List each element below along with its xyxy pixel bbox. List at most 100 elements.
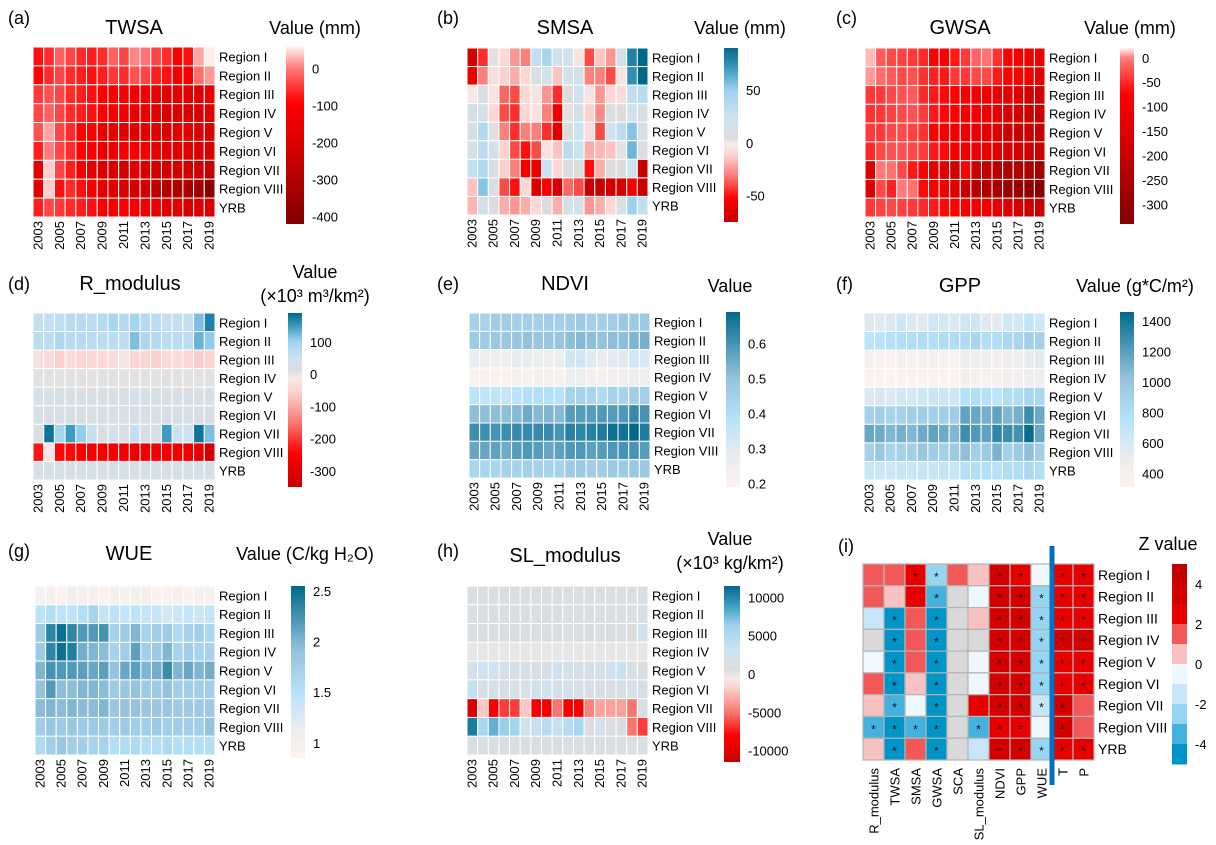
heatmap-cell — [498, 195, 511, 216]
heatmap-cell — [636, 158, 649, 179]
row-label: Region II — [219, 334, 271, 349]
heatmap-cell — [551, 195, 564, 216]
heatmap-cell — [572, 698, 585, 718]
x-tick-label: 2017 — [615, 482, 630, 511]
heatmap-cell — [541, 735, 553, 756]
heatmap-cell — [182, 679, 195, 700]
row-label: Region VIII — [219, 720, 283, 735]
heatmap-cell — [1033, 197, 1046, 218]
heatmap-cell — [530, 735, 543, 756]
x-tick-label: 2015 — [159, 759, 174, 788]
heatmap-cell — [959, 423, 971, 444]
heatmap-cell — [564, 349, 576, 369]
heatmap-cell — [594, 641, 606, 662]
heatmap-cell — [182, 103, 195, 124]
x-tick-label: 2003 — [464, 219, 479, 248]
heatmap-cell — [948, 460, 961, 481]
heatmap-cell — [572, 604, 585, 625]
heatmap-cell — [604, 140, 617, 160]
heatmap-cell — [532, 385, 545, 406]
heatmap-cell — [583, 121, 596, 142]
heatmap-cell — [66, 623, 78, 643]
heatmap-cell — [64, 140, 77, 161]
heatmap-cell — [119, 585, 131, 606]
heatmap-cell — [980, 442, 993, 462]
heatmap-cell — [562, 679, 574, 700]
heatmap-cell — [87, 604, 100, 625]
heatmap-cell — [182, 660, 195, 681]
row-label: Region IV — [1049, 107, 1106, 122]
heatmap-cell — [928, 178, 940, 199]
heatmap-cell — [98, 679, 110, 700]
row-label: YRB — [654, 462, 681, 477]
heatmap-cell — [574, 459, 587, 479]
heatmap-cell — [128, 405, 141, 425]
heatmap-cell — [75, 460, 88, 481]
x-tick-label: 2007 — [507, 219, 522, 248]
heatmap-cell — [562, 177, 574, 197]
heatmap-cell — [43, 349, 55, 370]
x-tick-label: 2015 — [159, 484, 174, 513]
colorbar-tick-label: 50 — [746, 83, 760, 98]
heatmap-cell — [585, 312, 598, 332]
significance-marker: * — [913, 570, 918, 584]
row-label: Region II — [1098, 589, 1154, 605]
colorbar — [724, 48, 738, 222]
colorbar-tick-label: -400 — [312, 210, 338, 225]
heatmap-cell — [43, 368, 55, 388]
heatmap-cell — [139, 386, 152, 407]
heatmap-cell — [906, 103, 919, 124]
heatmap-cell — [564, 367, 576, 387]
row-label: Region VII — [1098, 698, 1163, 714]
heatmap-cell — [203, 122, 216, 142]
heatmap-cell — [530, 604, 543, 625]
significance-marker: * — [1018, 570, 1023, 584]
heatmap-cell — [108, 716, 121, 737]
heatmap-cell — [1012, 405, 1025, 425]
x-tick-label: 2009 — [530, 482, 545, 511]
heatmap-cell — [596, 440, 608, 461]
heatmap-cell — [64, 65, 77, 86]
heatmap-cell — [884, 423, 897, 444]
heatmap-cell — [585, 440, 598, 461]
heatmap-cell — [66, 641, 78, 662]
heatmap-cell — [896, 47, 908, 68]
heatmap-cell — [572, 121, 585, 142]
heatmap-cell — [75, 368, 88, 388]
row-label: Region VII — [1049, 163, 1110, 178]
heatmap-cell — [980, 312, 993, 333]
heatmap-cell — [521, 404, 534, 424]
heatmap-cell — [615, 177, 628, 197]
row-label: Region III — [654, 352, 710, 367]
heatmap-cell — [636, 735, 649, 756]
heatmap-cell — [617, 367, 630, 387]
heatmap-cell — [884, 312, 897, 333]
heatmap-cell — [1023, 405, 1035, 425]
heatmap-cell — [203, 197, 216, 218]
heatmap-cell — [203, 159, 216, 180]
heatmap-cell — [160, 46, 173, 67]
heatmap-cell — [466, 698, 479, 718]
heatmap-cell — [498, 121, 511, 142]
heatmap-cell — [509, 604, 521, 625]
heatmap-cell — [43, 386, 55, 407]
heatmap-cell — [532, 367, 545, 387]
heatmap-cell — [551, 641, 564, 662]
colorbar-tick-label: 2 — [1195, 617, 1202, 632]
heatmap-cell — [96, 442, 109, 462]
x-tick-label: 2007 — [904, 484, 919, 513]
heatmap-cell — [564, 459, 576, 479]
heatmap-cell — [562, 585, 574, 606]
heatmap-cell — [604, 47, 617, 68]
legend-title: Value (mm) — [694, 18, 786, 38]
heatmap-cell — [98, 585, 110, 606]
heatmap-cell — [150, 716, 163, 737]
colorbar-bin — [1172, 564, 1187, 585]
heatmap-cell — [938, 331, 950, 351]
heatmap-cell — [906, 460, 918, 481]
heatmap-cell — [107, 368, 120, 388]
heatmap-cell — [863, 442, 876, 462]
heatmap-cell — [119, 641, 131, 662]
heatmap-cell — [615, 47, 628, 68]
heatmap-cell — [521, 349, 534, 369]
